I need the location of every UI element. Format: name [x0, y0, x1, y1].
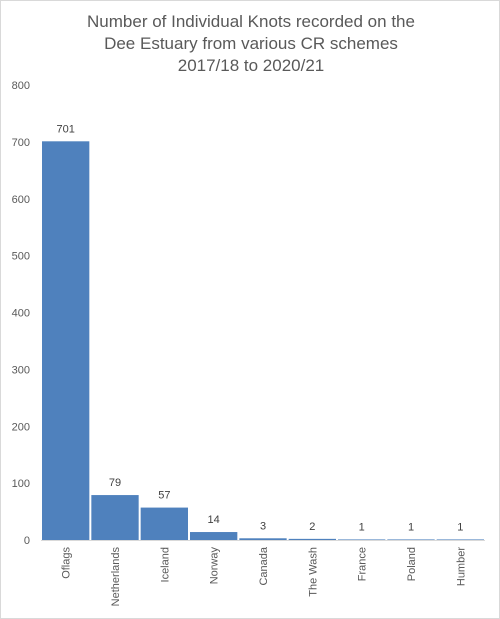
bar — [190, 532, 238, 540]
y-tick-label: 600 — [12, 194, 30, 206]
y-tick-label: 500 — [12, 251, 30, 263]
x-tick-label: Poland — [406, 547, 418, 581]
data-label: 2 — [309, 521, 315, 533]
y-tick-label: 200 — [12, 421, 30, 433]
bar — [140, 507, 188, 540]
data-label: 79 — [109, 477, 121, 489]
bar — [436, 539, 484, 540]
y-tick-label: 800 — [12, 80, 30, 92]
bar — [387, 539, 435, 540]
x-tick-label: Iceland — [159, 547, 171, 582]
data-label: 1 — [359, 521, 365, 533]
data-label: 57 — [158, 490, 170, 502]
y-tick-label: 100 — [12, 478, 30, 490]
chart-title-line-3: 2017/18 to 2020/21 — [177, 56, 325, 75]
bar — [338, 539, 386, 540]
bar — [42, 141, 90, 540]
bar — [239, 538, 287, 540]
x-tick-label: Netherlands — [110, 547, 122, 607]
chart-title-line-1: Number of Individual Knots recorded on t… — [87, 12, 415, 31]
bar — [91, 495, 139, 540]
x-tick-label: Canada — [258, 546, 270, 585]
data-label: 701 — [56, 123, 74, 135]
data-label: 1 — [457, 521, 463, 533]
x-tick-label: Humber — [455, 547, 467, 586]
y-tick-label: 400 — [12, 308, 30, 320]
data-label: 14 — [208, 514, 220, 526]
bar — [288, 538, 336, 540]
chart-title: Number of Individual Knots recorded on t… — [1, 11, 500, 77]
data-label: 1 — [408, 521, 414, 533]
x-tick-label: The Wash — [307, 547, 319, 597]
y-tick-label: 0 — [24, 535, 30, 547]
x-tick-label: Oflags — [61, 547, 73, 579]
chart-title-line-2: Dee Estuary from various CR schemes — [104, 34, 398, 53]
data-label: 3 — [260, 520, 266, 532]
x-tick-label: France — [357, 547, 369, 581]
y-tick-label: 300 — [12, 364, 30, 376]
y-tick-label: 700 — [12, 137, 30, 149]
x-tick-label: Norway — [209, 547, 221, 585]
